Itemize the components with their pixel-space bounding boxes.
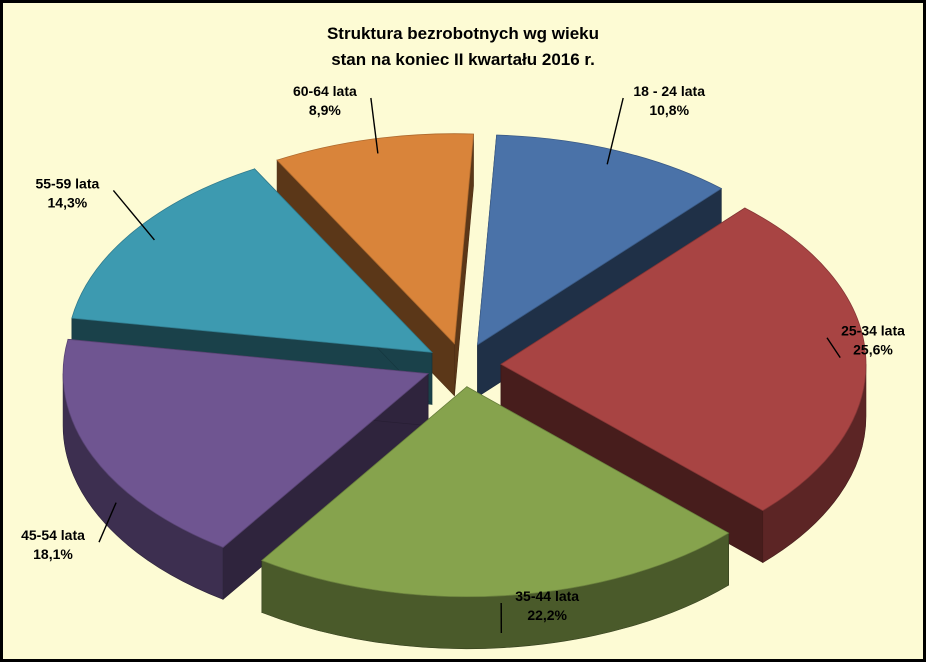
slice-label-25-34-lata: 25-34 lata [841, 323, 905, 339]
slice-label-60-64-lata: 60-64 lata [293, 83, 357, 99]
slice-value-35-44-lata: 22,2% [527, 607, 567, 623]
leader-line-18-24-lata [606, 97, 624, 165]
slice-label-35-44-lata: 35-44 lata [515, 588, 579, 604]
slice-value-25-34-lata: 25,6% [853, 342, 893, 358]
slice-label-55-59-lata: 55-59 lata [35, 175, 99, 191]
pie-slice-35-44-lata [261, 386, 730, 650]
pie-chart: Struktura bezrobotnych wg wieku stan na … [21, 24, 905, 650]
pie-slice-25-34-lata [500, 207, 867, 564]
leader-line-25-34-lata [826, 337, 841, 358]
leader-line-60-64-lata [370, 97, 379, 154]
slice-label-18-24-lata: 18 - 24 lata [633, 83, 705, 99]
slice-value-18-24-lata: 10,8% [649, 102, 689, 118]
leader-line-55-59-lata [112, 189, 155, 241]
leader-line-45-54-lata [98, 502, 117, 543]
pie-slice-45-54-lata [62, 338, 430, 601]
chart-title-line-2: stan na koniec II kwartału 2016 r. [331, 50, 595, 69]
slice-value-60-64-lata: 8,9% [309, 102, 341, 118]
slice-label-45-54-lata: 45-54 lata [21, 527, 85, 543]
chart-title-line-1: Struktura bezrobotnych wg wieku [327, 24, 599, 43]
slice-value-55-59-lata: 14,3% [48, 194, 88, 210]
slice-value-45-54-lata: 18,1% [33, 546, 73, 562]
